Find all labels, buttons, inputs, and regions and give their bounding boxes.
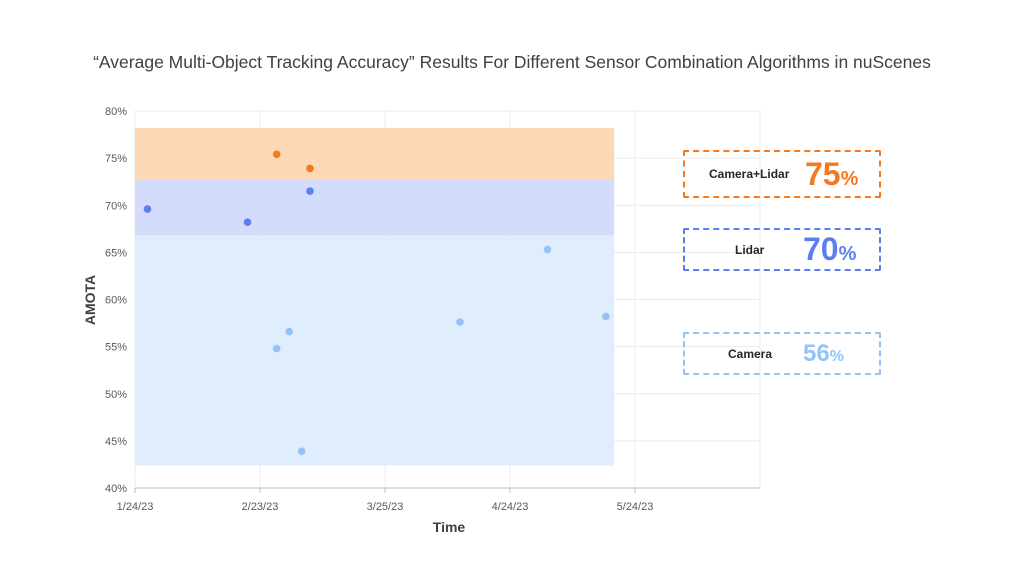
callout-camera-lidar-label: Camera+Lidar: [709, 167, 790, 181]
y-tick-label: 50%: [105, 389, 127, 401]
band-camera: [135, 235, 615, 466]
x-tick-label: 4/24/23: [492, 501, 529, 513]
x-axis-title: Time: [433, 519, 466, 535]
data-point-camera: [543, 245, 552, 254]
axis-layer: 40% 45% 50% 55% 60% 65% 70% 75% 80% 1/24/23 2/23/2…: [105, 106, 760, 513]
callout-lidar: Lidar 70%: [683, 228, 881, 271]
y-tick-label: 45%: [105, 436, 127, 448]
callout-camera-value: 56%: [803, 340, 844, 368]
data-point-camera: [602, 312, 610, 321]
data-point-lidar: [143, 205, 152, 213]
data-point-lidar: [306, 187, 314, 195]
band-layer: [135, 127, 615, 466]
data-point-lidar: [243, 218, 252, 227]
data-point-camera-lidar: [306, 164, 314, 173]
y-tick-label: 55%: [105, 342, 127, 354]
callout-lidar-unit: %: [838, 243, 857, 265]
data-point-camera: [272, 344, 281, 353]
x-tick-label: 3/25/23: [367, 501, 404, 513]
chart-title: “Average Multi-Object Tracking Accuracy”…: [93, 52, 931, 72]
callout-camera-number: 56: [803, 339, 830, 367]
callout-camera-lidar-number: 75: [805, 155, 841, 192]
callout-camera-unit: %: [829, 347, 844, 365]
y-axis-title: AMOTA: [82, 275, 98, 325]
data-point-camera: [297, 447, 306, 456]
y-tick-label: 65%: [105, 247, 127, 259]
band-camera-lidar: [135, 127, 615, 180]
data-point-camera-lidar: [272, 150, 281, 159]
callout-camera-label: Camera: [728, 346, 773, 361]
callout-camera-lidar-value: 75%: [805, 156, 858, 193]
callout-lidar-label: Lidar: [735, 242, 765, 257]
point-layer: [143, 150, 610, 456]
y-tick-label: 60%: [105, 295, 127, 307]
band-lidar: [135, 179, 615, 236]
x-tick-label: 5/24/23: [617, 501, 654, 513]
data-point-camera: [285, 327, 293, 336]
callout-camera: Camera 56%: [683, 332, 881, 375]
x-tick-label: 2/23/23: [242, 501, 279, 513]
callout-camera-lidar: Camera+Lidar 75%: [683, 150, 881, 198]
y-tick-label: 80%: [105, 106, 127, 118]
y-tick-label: 40%: [105, 483, 127, 495]
callout-lidar-number: 70: [803, 231, 839, 267]
y-tick-label: 70%: [105, 200, 127, 212]
y-tick-label: 75%: [105, 153, 127, 165]
callout-camera-lidar-unit: %: [840, 167, 859, 190]
callout-lidar-value: 70%: [803, 231, 856, 268]
x-tick-label: 1/24/23: [117, 501, 154, 513]
data-point-camera: [456, 318, 464, 326]
